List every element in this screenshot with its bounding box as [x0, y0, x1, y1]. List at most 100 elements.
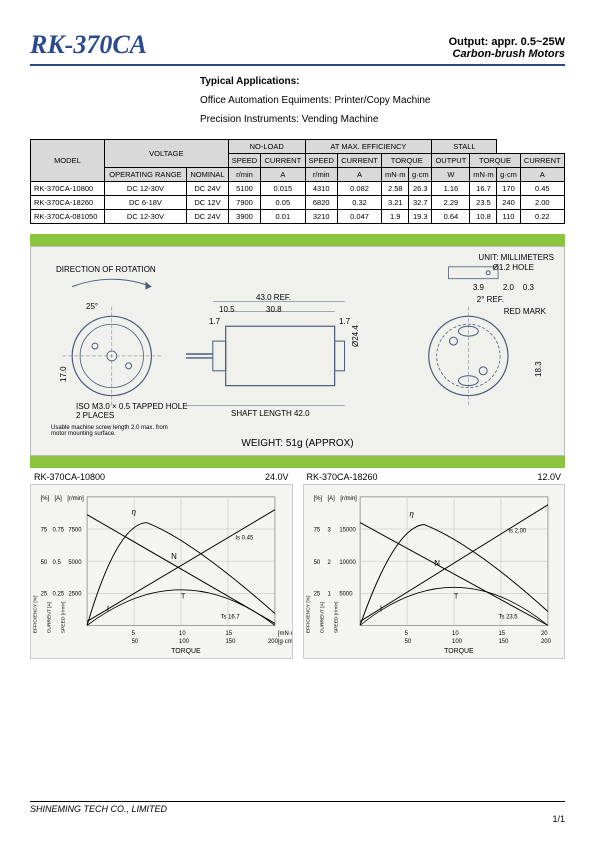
svg-text:[mN·m]: [mN·m]	[278, 631, 292, 637]
svg-text:SPEED [r/min]: SPEED [r/min]	[333, 601, 339, 633]
units-label: UNIT: MILLIMETERS	[478, 253, 554, 262]
tapped-label: ISO M3.0 × 0.5 TAPPED HOLE	[76, 402, 188, 411]
hole-label: Ø1.2 HOLE	[493, 263, 534, 272]
technical-drawing: DIRECTION OF ROTATION 43.0 REF. 30.8 10.…	[30, 246, 565, 456]
ang25-label: 25°	[86, 302, 98, 311]
weight-label: WEIGHT: 51g (APPROX)	[241, 438, 353, 449]
svg-text:15000: 15000	[339, 527, 356, 533]
applications-line-2: Precision Instruments: Vending Machine	[200, 114, 565, 125]
col-stall: STALL	[432, 140, 497, 154]
dim-label: 1.7	[339, 317, 350, 326]
unit: g·cm	[497, 168, 520, 182]
places-label: 2 PLACES	[76, 411, 114, 420]
col-noload: NO-LOAD	[228, 140, 305, 154]
svg-text:Ts 23.5: Ts 23.5	[498, 614, 518, 620]
hdr-nominal: NOMINAL	[187, 168, 229, 182]
svg-text:25: 25	[41, 592, 48, 598]
svg-text:0.75: 0.75	[53, 527, 65, 533]
svg-text:50: 50	[313, 560, 320, 566]
svg-text:[%]: [%]	[41, 496, 50, 502]
svg-text:[r/min]: [r/min]	[340, 496, 357, 502]
header: RK-370CA Output: appr. 0.5~25W Carbon-br…	[30, 30, 565, 66]
svg-text:N: N	[434, 559, 440, 568]
svg-text:T: T	[181, 594, 186, 601]
motor-drawing-svg	[31, 247, 564, 455]
svg-text:0.5: 0.5	[53, 560, 62, 566]
footer-page: 1/1	[30, 814, 565, 824]
hdr-speed: SPEED	[305, 154, 337, 168]
redmark-label: RED MARK	[504, 307, 546, 316]
svg-text:15: 15	[498, 631, 505, 637]
svg-text:EFFICIENCY [%]: EFFICIENCY [%]	[305, 595, 311, 633]
svg-text:2500: 2500	[68, 592, 82, 598]
svg-text:50: 50	[404, 639, 411, 645]
svg-text:CURRENT [A]: CURRENT [A]	[319, 601, 325, 633]
svg-text:200: 200	[541, 639, 552, 645]
performance-chart: [%][A][r/min] 75 50 25 0.75 0.5 0.25 750…	[30, 484, 293, 659]
svg-text:[r/min]: [r/min]	[67, 496, 84, 502]
d17-label: 17.0	[59, 366, 68, 382]
svg-text:150: 150	[498, 639, 509, 645]
svg-text:50: 50	[41, 560, 48, 566]
svg-text:10: 10	[452, 631, 459, 637]
unit: mN·m	[382, 168, 409, 182]
svg-text:T: T	[454, 594, 459, 601]
table-row: OPERATING RANGE NOMINAL r/min A r/min A …	[31, 168, 565, 182]
svg-text:5000: 5000	[68, 560, 82, 566]
unit: mN·m	[470, 168, 497, 182]
hdr-torque: TORQUE	[470, 154, 520, 168]
unit: r/min	[305, 168, 337, 182]
chart-model: RK-370CA-10800	[34, 472, 105, 482]
direction-label: DIRECTION OF ROTATION	[56, 265, 156, 274]
footer: SHINEMING TECH CO., LIMITED 1/1	[30, 801, 565, 824]
svg-text:7500: 7500	[68, 527, 82, 533]
body-len-label: 43.0 REF.	[256, 293, 291, 302]
unit: A	[261, 168, 305, 182]
table-row: RK-370CA-18260 DC 6-18VDC 12V 79000.05 6…	[31, 196, 565, 210]
svg-text:[g·cm]: [g·cm]	[278, 639, 292, 645]
hdr-speed: SPEED	[228, 154, 260, 168]
svg-text:I: I	[379, 605, 381, 614]
hdr-output: OUTPUT	[432, 154, 470, 168]
page-title: RK-370CA	[30, 30, 147, 60]
green-accent-bar	[30, 234, 565, 246]
d03-label: 0.3	[523, 283, 534, 292]
d39-label: 3.9	[473, 283, 484, 292]
dim-label: 10.5	[219, 305, 235, 314]
svg-text:10: 10	[179, 631, 186, 637]
svg-text:25: 25	[313, 592, 320, 598]
svg-text:10000: 10000	[339, 560, 356, 566]
svg-text:3: 3	[327, 527, 331, 533]
svg-text:η: η	[132, 508, 137, 517]
drawing-section: DIRECTION OF ROTATION 43.0 REF. 30.8 10.…	[30, 234, 565, 468]
screw-note: Usable machine screw length 2.0 max. fro…	[51, 425, 171, 437]
svg-text:75: 75	[41, 527, 48, 533]
svg-text:I: I	[107, 605, 109, 614]
svg-text:75: 75	[313, 527, 320, 533]
d20-label: 2.0	[503, 283, 514, 292]
body-len2-label: 30.8	[266, 305, 282, 314]
chart-voltage: 12.0V	[537, 472, 561, 482]
svg-text:50: 50	[132, 639, 139, 645]
hdr-current: CURRENT	[337, 154, 381, 168]
svg-text:Is 0.45: Is 0.45	[235, 535, 253, 541]
svg-text:2: 2	[327, 560, 330, 566]
svg-text:5: 5	[132, 631, 136, 637]
unit: A	[520, 168, 564, 182]
dia1-label: Ø24.4	[351, 325, 360, 347]
charts-row: RK-370CA-10800 24.0V	[30, 472, 565, 659]
table-row: RK-370CA-10800 DC 12-30VDC 24V 51000.015…	[31, 182, 565, 196]
svg-text:TORQUE: TORQUE	[171, 648, 201, 655]
hdr-current: CURRENT	[520, 154, 564, 168]
svg-text:100: 100	[179, 639, 190, 645]
applications-title: Typical Applications:	[200, 76, 565, 87]
col-model: MODEL	[31, 140, 105, 182]
svg-text:5000: 5000	[339, 592, 353, 598]
shaft-label: SHAFT LENGTH 42.0	[231, 409, 310, 418]
performance-chart: [%][A][r/min] 75 50 25 3 2 1 15000 10000…	[303, 484, 566, 659]
svg-text:150: 150	[226, 639, 237, 645]
chart-voltage: 24.0V	[265, 472, 289, 482]
table-row: MODEL VOLTAGE NO-LOAD AT MAX. EFFICIENCY…	[31, 140, 565, 154]
unit: r/min	[228, 168, 260, 182]
subtitle: Carbon-brush Motors	[449, 48, 565, 60]
